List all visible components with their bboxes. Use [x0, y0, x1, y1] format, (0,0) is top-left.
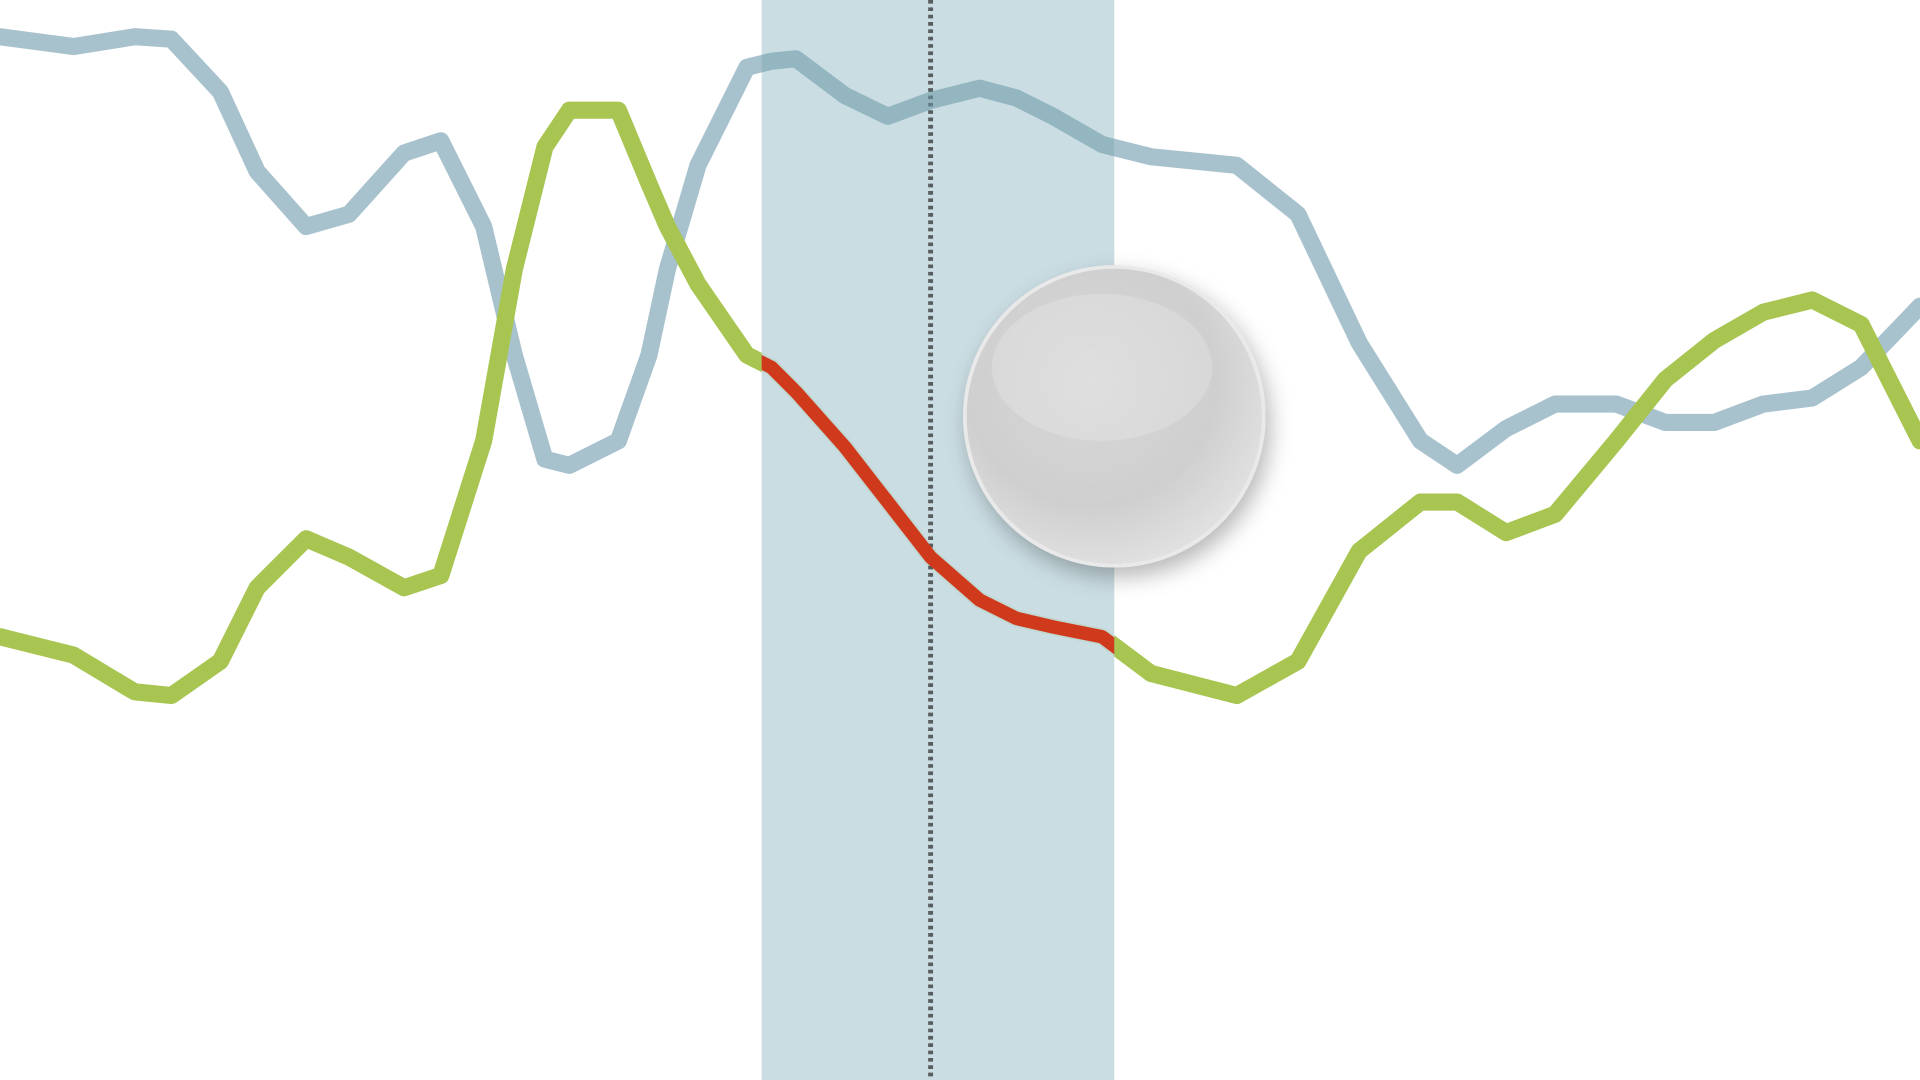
slider-knob-shine — [991, 293, 1213, 441]
slider-knob-icon[interactable] — [963, 265, 1266, 568]
slider-handle[interactable] — [963, 265, 1266, 568]
series-line-2-highlight-segment — [761, 354, 1115, 655]
series-line-1-in-band — [761, 50, 1115, 157]
band-layer — [761, 50, 1115, 655]
